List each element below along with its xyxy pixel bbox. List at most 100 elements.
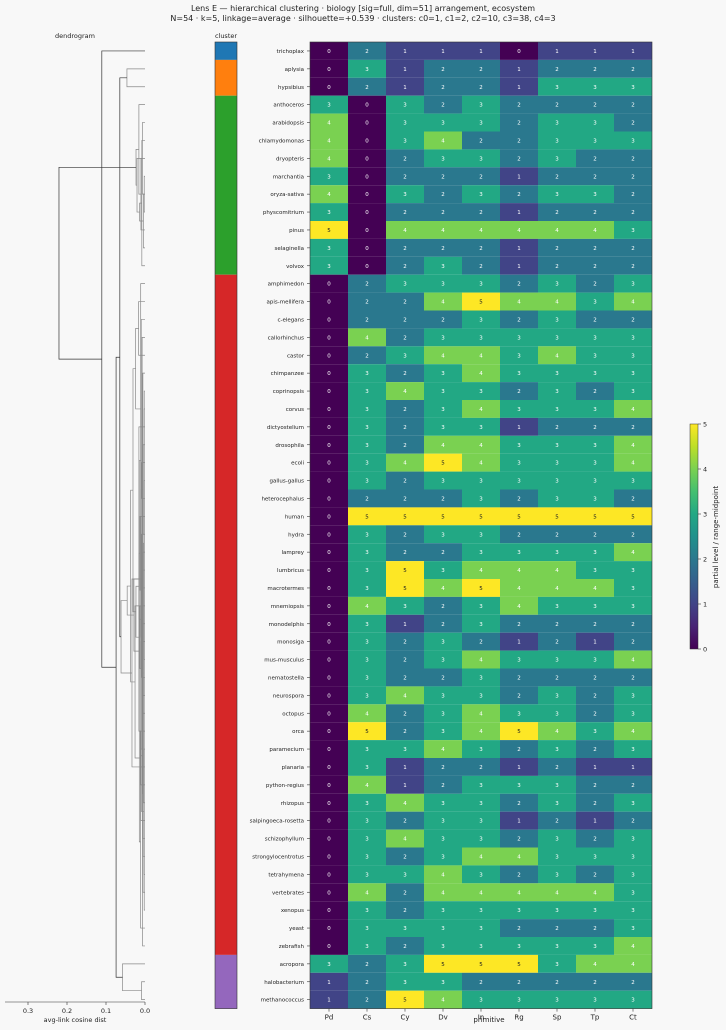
heatmap-cell	[538, 453, 576, 472]
cell-value-label: 3	[441, 121, 445, 127]
cell-value-label: 0	[517, 49, 521, 55]
cell-value-label: 3	[403, 604, 407, 610]
heatmap-cell	[462, 668, 500, 687]
cell-value-label: 2	[555, 980, 559, 986]
cell-value-label: 3	[441, 926, 445, 932]
heatmap-cell	[462, 328, 500, 347]
cell-value-label: 2	[555, 425, 559, 431]
heatmap-cell	[310, 740, 348, 758]
cell-value-label: 2	[631, 496, 635, 502]
cell-value-label: 4	[327, 192, 331, 198]
row-label: yeast	[289, 926, 305, 932]
cell-value-label: 3	[517, 371, 521, 377]
heatmap-cell	[462, 59, 500, 78]
cell-value-label: 2	[441, 67, 445, 73]
cell-value-label: 3	[555, 998, 559, 1004]
cluster-column-label: cluster	[215, 32, 237, 40]
heatmap-cell	[424, 937, 462, 955]
cell-value-label: 4	[517, 854, 521, 860]
cell-value-label: 0	[365, 138, 369, 144]
heatmap-cell	[500, 471, 538, 490]
cell-value-label: 3	[555, 443, 559, 449]
heatmap-cell	[500, 972, 538, 991]
heatmap-cell	[348, 310, 386, 329]
heatmap-cell	[424, 346, 462, 365]
cell-value-label: 4	[441, 747, 445, 753]
dendrogram-link	[135, 149, 139, 186]
heatmap-cell	[386, 632, 424, 651]
cell-value-label: 4	[403, 389, 407, 395]
heatmap-cell	[348, 328, 386, 347]
heatmap-cell	[462, 561, 500, 579]
dendrogram-link	[138, 460, 141, 843]
cell-value-label: 4	[441, 586, 445, 592]
cell-value-label: 2	[517, 872, 521, 878]
heatmap-cell	[424, 525, 462, 544]
cell-value-label: 4	[555, 568, 559, 574]
cell-value-label: 4	[631, 658, 635, 664]
cell-value-label: 4	[555, 353, 559, 359]
cell-value-label: 2	[517, 801, 521, 807]
cell-value-label: 2	[479, 640, 483, 646]
cell-value-label: 3	[441, 389, 445, 395]
cell-value-label: 0	[327, 801, 331, 807]
cell-value-label: 0	[327, 389, 331, 395]
heatmap-cell	[538, 543, 576, 562]
cell-value-label: 2	[517, 837, 521, 843]
heatmap-cell	[424, 185, 462, 204]
row-label: acropora	[280, 962, 304, 968]
cell-value-label: 3	[555, 783, 559, 789]
cell-value-label: 3	[555, 371, 559, 377]
heatmap-cell	[424, 417, 462, 436]
heatmap-cell	[424, 42, 462, 60]
heatmap-cell	[500, 435, 538, 454]
heatmap-cell	[614, 400, 652, 418]
heatmap-cell	[576, 42, 614, 60]
row-label: anthoceros	[273, 103, 304, 109]
cell-value-label: 1	[631, 49, 635, 55]
row-label: ecoli	[291, 461, 304, 467]
cell-value-label: 2	[365, 998, 369, 1004]
heatmap-cell	[500, 758, 538, 776]
heatmap-cell	[348, 238, 386, 257]
cell-value-label: 2	[631, 264, 635, 270]
heatmap-cell	[576, 328, 614, 347]
cell-value-label: 2	[631, 783, 635, 789]
cell-value-label: 3	[479, 496, 483, 502]
heatmap-cell	[538, 149, 576, 168]
cell-value-label: 3	[593, 479, 597, 485]
heatmap-cell	[462, 471, 500, 490]
cell-value-label: 1	[403, 783, 407, 789]
heatmap-cell	[576, 507, 614, 526]
heatmap-cell	[538, 650, 576, 669]
heatmap-cell	[310, 185, 348, 204]
row-label: mnemiopsis	[271, 604, 304, 610]
cell-value-label: 3	[631, 711, 635, 717]
cell-value-label: 3	[479, 801, 483, 807]
cell-value-label: 2	[441, 210, 445, 216]
cell-value-label: 1	[593, 640, 597, 646]
cell-value-label: 4	[593, 228, 597, 234]
cell-value-label: 4	[555, 300, 559, 306]
cell-value-label: 5	[479, 586, 483, 592]
heatmap-cell	[310, 596, 348, 615]
heatmap-cell	[348, 185, 386, 204]
cell-value-label: 2	[403, 711, 407, 717]
heatmap-cell	[386, 704, 424, 723]
heatmap-cell	[386, 668, 424, 687]
cell-value-label: 3	[555, 192, 559, 198]
cell-value-label: 4	[479, 890, 483, 896]
cell-value-label: 3	[517, 353, 521, 359]
cell-value-label: 3	[365, 747, 369, 753]
cell-value-label: 4	[517, 300, 521, 306]
heatmap-cell	[576, 525, 614, 544]
cell-value-label: 2	[517, 282, 521, 288]
heatmap-cell	[614, 185, 652, 204]
heatmap-cell	[500, 954, 538, 973]
heatmap-cell	[614, 650, 652, 669]
row-label: lamprey	[281, 550, 304, 556]
heatmap-cell	[386, 453, 424, 472]
cell-value-label: 3	[631, 693, 635, 699]
heatmap-cell	[576, 238, 614, 257]
heatmap-cell	[310, 453, 348, 472]
